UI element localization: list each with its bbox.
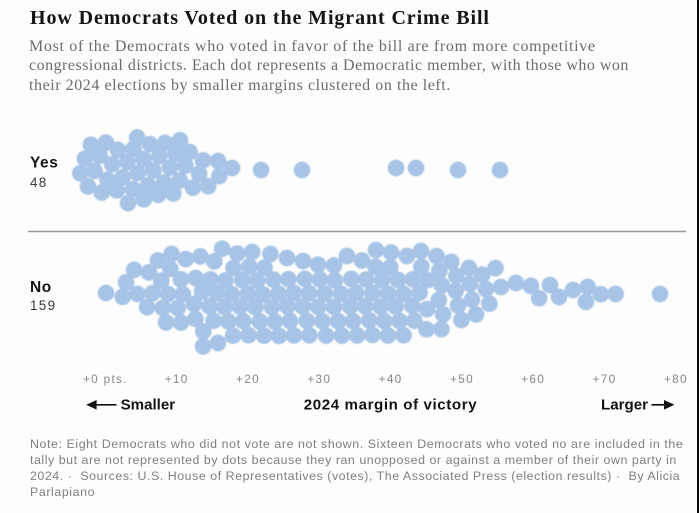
svg-text:+10: +10	[165, 372, 189, 386]
svg-text:159: 159	[30, 298, 56, 313]
svg-text:Smaller: Smaller	[121, 397, 176, 414]
svg-text:+20: +20	[236, 372, 260, 386]
svg-text:+40: +40	[379, 372, 403, 386]
svg-text:+70: +70	[593, 372, 617, 386]
svg-text:48: 48	[30, 175, 48, 190]
svg-text:Yes: Yes	[30, 155, 58, 172]
svg-text:No: No	[30, 279, 52, 296]
svg-text:+0 pts.: +0 pts.	[83, 372, 128, 386]
svg-text:+30: +30	[307, 372, 331, 386]
svg-text:Larger: Larger	[601, 397, 648, 414]
svg-text:+50: +50	[450, 372, 474, 386]
svg-text:+60: +60	[521, 372, 545, 386]
svg-text:2024 margin of victory: 2024 margin of victory	[304, 397, 477, 414]
svg-text:+80: +80	[664, 372, 688, 386]
